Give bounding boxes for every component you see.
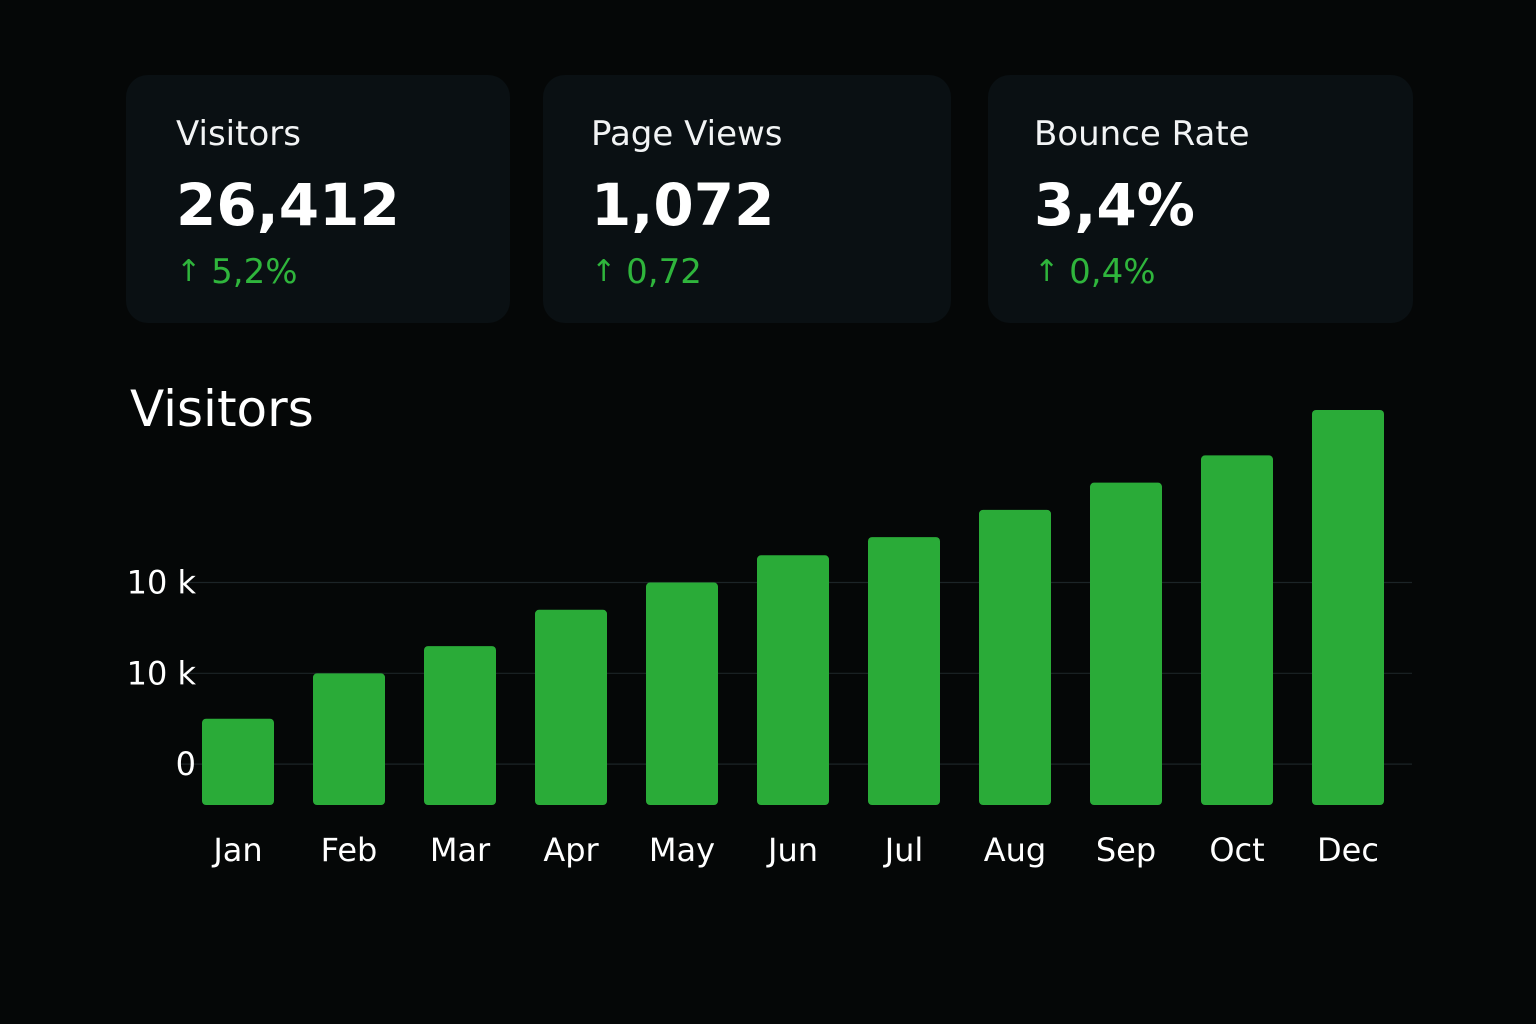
bar-jun[interactable] xyxy=(757,555,829,805)
bar-jul[interactable] xyxy=(868,537,940,805)
stat-value: 1,072 xyxy=(591,171,775,239)
stat-card-visitors[interactable]: Visitors 26,412 ↑ 5,2% xyxy=(126,75,510,323)
x-tick-label: Sep xyxy=(1096,831,1156,869)
chart-title: Visitors xyxy=(130,380,314,438)
bar-may[interactable] xyxy=(646,582,718,805)
bar-oct[interactable] xyxy=(1201,455,1273,805)
x-tick-label: Jul xyxy=(883,831,924,869)
bar-jan[interactable] xyxy=(202,718,274,805)
arrow-up-icon: ↑ xyxy=(1034,254,1060,289)
y-tick-label: 10 k xyxy=(127,654,197,692)
stat-delta: ↑ 0,72 xyxy=(591,249,951,295)
stat-delta-value: 0,4% xyxy=(1069,252,1156,292)
stat-label: Visitors xyxy=(176,114,301,154)
stat-label: Bounce Rate xyxy=(1034,114,1250,154)
bar-aug[interactable] xyxy=(979,509,1051,805)
x-tick-label: Oct xyxy=(1209,831,1264,869)
stat-delta-value: 0,72 xyxy=(626,252,702,292)
x-tick-label: Jun xyxy=(766,831,818,869)
stat-value: 3,4% xyxy=(1034,171,1195,239)
x-tick-label: Mar xyxy=(430,831,491,869)
arrow-up-icon: ↑ xyxy=(176,254,202,289)
y-tick-label: 0 xyxy=(176,745,196,783)
stat-delta: ↑ 5,2% xyxy=(176,249,510,295)
bar-feb[interactable] xyxy=(313,673,385,805)
x-tick-label: May xyxy=(649,831,715,869)
x-tick-label: Dec xyxy=(1317,831,1379,869)
bar-sep[interactable] xyxy=(1090,482,1162,805)
bar-dec[interactable] xyxy=(1312,410,1384,805)
arrow-up-icon: ↑ xyxy=(591,254,617,289)
bar-mar[interactable] xyxy=(424,646,496,805)
stat-card-bounce-rate[interactable]: Bounce Rate 3,4% ↑ 0,4% xyxy=(988,75,1413,323)
stat-card-page-views[interactable]: Page Views 1,072 ↑ 0,72 xyxy=(543,75,951,323)
y-tick-label: 10 k xyxy=(127,564,197,602)
stat-label: Page Views xyxy=(591,114,783,154)
stat-delta-value: 5,2% xyxy=(211,252,298,292)
x-tick-label: Feb xyxy=(321,831,378,869)
x-tick-label: Apr xyxy=(543,831,599,869)
stat-delta: ↑ 0,4% xyxy=(1034,249,1413,295)
stat-value: 26,412 xyxy=(176,171,400,239)
x-tick-label: Aug xyxy=(984,831,1046,869)
x-tick-label: Jan xyxy=(211,831,262,869)
bar-apr[interactable] xyxy=(535,609,607,805)
